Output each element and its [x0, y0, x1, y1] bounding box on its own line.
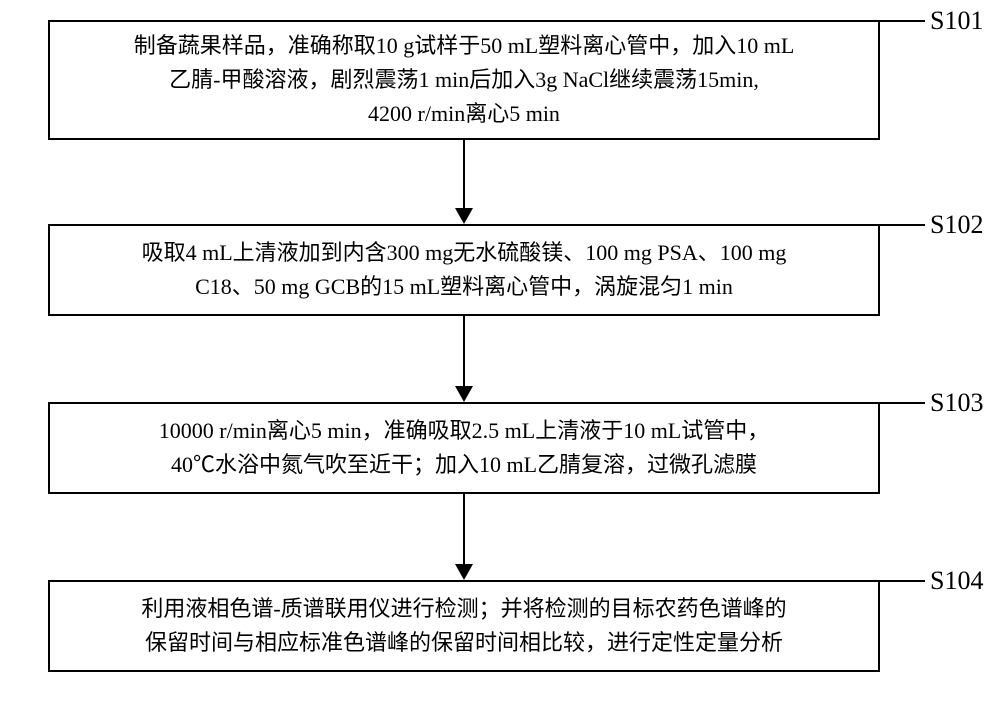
step-text-line: 制备蔬果样品，准确称取10 g试样于50 mL塑料离心管中，加入10 mL: [134, 29, 795, 63]
arrow-shaft: [463, 140, 465, 208]
arrow-head-icon: [455, 564, 473, 580]
arrow-shaft: [463, 494, 465, 564]
label-lead-line: [880, 402, 925, 404]
label-lead-line: [880, 224, 925, 226]
step-box-s104: 利用液相色谱-质谱联用仪进行检测；并将检测的目标农药色谱峰的保留时间与相应标准色…: [48, 580, 880, 672]
arrow-shaft: [463, 316, 465, 386]
arrow-head-icon: [455, 386, 473, 402]
step-label-s104: S104: [930, 566, 983, 596]
step-label-s103: S103: [930, 388, 983, 418]
step-label-s101: S101: [930, 6, 983, 36]
step-text-line: 吸取4 mL上清液加到内含300 mg无水硫酸镁、100 mg PSA、100 …: [142, 236, 787, 270]
step-box-s101: 制备蔬果样品，准确称取10 g试样于50 mL塑料离心管中，加入10 mL乙腈-…: [48, 20, 880, 140]
step-text-line: 10000 r/min离心5 min，准确吸取2.5 mL上清液于10 mL试管…: [159, 414, 770, 448]
flowchart-canvas: 制备蔬果样品，准确称取10 g试样于50 mL塑料离心管中，加入10 mL乙腈-…: [0, 0, 1000, 722]
step-box-s102: 吸取4 mL上清液加到内含300 mg无水硫酸镁、100 mg PSA、100 …: [48, 224, 880, 316]
step-text-line: 40℃水浴中氮气吹至近干；加入10 mL乙腈复溶，过微孔滤膜: [171, 448, 757, 482]
step-text-line: C18、50 mg GCB的15 mL塑料离心管中，涡旋混匀1 min: [195, 270, 733, 304]
step-label-s102: S102: [930, 210, 983, 240]
label-lead-line: [880, 20, 925, 22]
step-text-line: 利用液相色谱-质谱联用仪进行检测；并将检测的目标农药色谱峰的: [141, 592, 786, 626]
step-box-s103: 10000 r/min离心5 min，准确吸取2.5 mL上清液于10 mL试管…: [48, 402, 880, 494]
step-text-line: 保留时间与相应标准色谱峰的保留时间相比较，进行定性定量分析: [145, 626, 783, 660]
step-text-line: 乙腈-甲酸溶液，剧烈震荡1 min后加入3g NaCl继续震荡15min,: [169, 63, 759, 97]
arrow-head-icon: [455, 208, 473, 224]
step-text-line: 4200 r/min离心5 min: [368, 97, 560, 131]
label-lead-line: [880, 580, 925, 582]
